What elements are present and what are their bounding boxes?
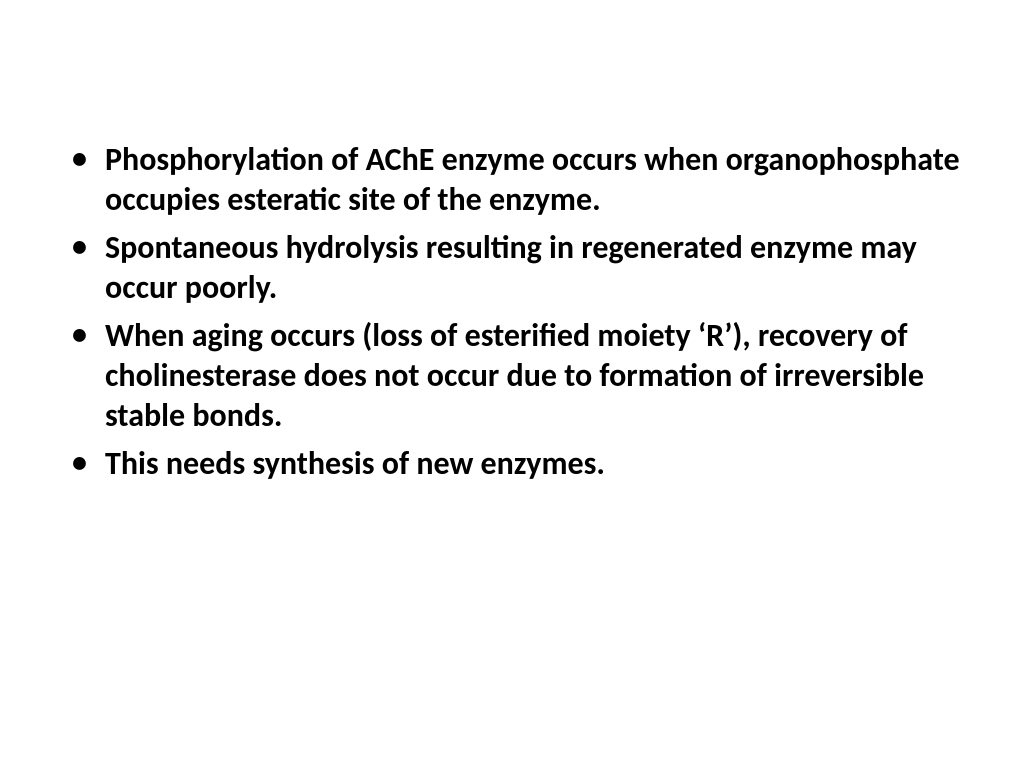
bullet-item: Phosphorylation of AChE enzyme occurs wh… xyxy=(60,140,964,220)
bullet-item: This needs synthesis of new enzymes. xyxy=(60,444,964,484)
bullet-item: Spontaneous hydrolysis resulting in rege… xyxy=(60,228,964,308)
bullet-list: Phosphorylation of AChE enzyme occurs wh… xyxy=(60,140,964,484)
slide: Phosphorylation of AChE enzyme occurs wh… xyxy=(0,0,1024,768)
bullet-item: When aging occurs (loss of esterified mo… xyxy=(60,316,964,436)
